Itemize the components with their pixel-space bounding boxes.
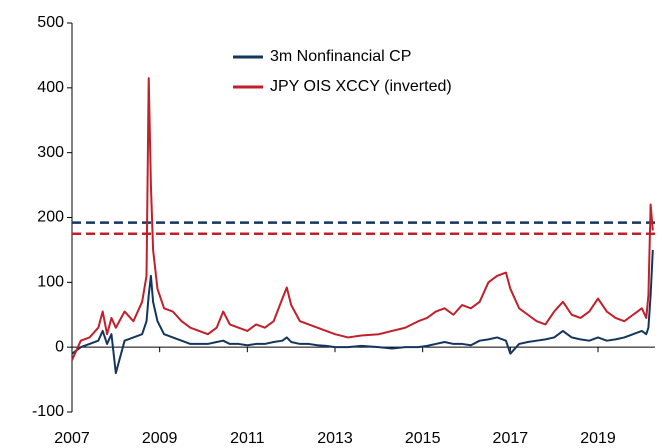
legend-label: 3m Nonfinancial CP [270, 48, 411, 65]
y-tick-label: 300 [37, 144, 64, 161]
y-tick-label: 0 [55, 338, 64, 355]
x-tick-label: 2019 [580, 430, 616, 447]
x-tick-label: 2007 [54, 430, 90, 447]
series-line [71, 249, 654, 375]
x-tick-label: 2017 [493, 430, 529, 447]
series-line [71, 77, 654, 361]
y-tick-label: 200 [37, 209, 64, 226]
legend-label: JPY OIS XCCY (inverted) [270, 78, 452, 95]
y-tick-label: 400 [37, 79, 64, 96]
x-tick-label: 2013 [317, 430, 353, 447]
x-tick-label: 2015 [405, 430, 441, 447]
y-tick-label: -100 [32, 403, 64, 420]
y-tick-label: 500 [37, 14, 64, 31]
x-tick-label: 2009 [142, 430, 178, 447]
x-tick-label: 2011 [230, 430, 265, 447]
y-tick-label: 100 [37, 274, 64, 291]
